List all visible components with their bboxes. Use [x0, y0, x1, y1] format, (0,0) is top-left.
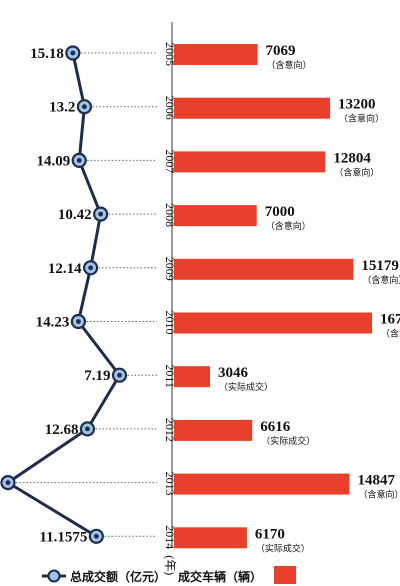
legend-line-marker	[47, 569, 61, 583]
legend-bar-label: 成交车辆（辆）	[178, 569, 262, 584]
line-value-label-2010: 14.23	[36, 315, 70, 331]
line-value-label-2005: 15.18	[30, 46, 64, 62]
bar-value-label-2005: 7069	[266, 43, 296, 59]
bar-2008	[174, 205, 257, 227]
bar-value-label-2007: 12804	[333, 150, 371, 166]
line-series-path	[5, 52, 122, 538]
bar-note-2011: （实际成交）	[219, 381, 273, 393]
bar-value-label-2013: 14847	[358, 473, 396, 489]
bar-value-label-2006: 13200	[338, 97, 376, 113]
year-label-2007: 2007	[163, 149, 177, 173]
line-value-label-2008: 10.42	[58, 207, 92, 223]
bar-value-label-2010: 16750	[380, 312, 400, 328]
year-labels: 2005 2006 2007 2008 2009 2010 2011 2012 2013 2014	[163, 42, 177, 549]
bar-2014	[174, 527, 247, 549]
line-point-core-2013	[5, 480, 11, 485]
guide-lines	[15, 52, 157, 537]
bar-note-2006: （含意向）	[339, 113, 384, 125]
bar-note-2013: （含意向）	[359, 489, 400, 501]
line-point-core-2007	[76, 158, 82, 163]
bar-2012	[174, 419, 253, 441]
bar-series: 7069（含意向）13200（含意向）12804（含意向）7000（含意向）15…	[174, 43, 400, 554]
year-unit-label: (年)	[163, 555, 177, 575]
line-value-label-2006: 13.2	[49, 100, 75, 116]
line-value-label-2009: 12.14	[48, 261, 82, 277]
bar-2009	[174, 258, 354, 280]
bar-2006	[174, 97, 331, 119]
legend: 总成交额（亿元） 成交车辆（辆）	[42, 566, 296, 584]
line-point-core-2012	[85, 426, 90, 432]
bar-value-label-2011: 3046	[218, 365, 249, 381]
bar-note-2005: （含意向）	[267, 59, 312, 71]
line-point-core-2011	[117, 372, 122, 378]
year-label-2009: 2009	[163, 257, 177, 281]
bar-value-label-2012: 6616	[260, 419, 291, 435]
year-label-2011: 2011	[163, 364, 177, 388]
bar-note-2009: （含意向）	[362, 274, 400, 286]
line-value-label-2007: 14.09	[36, 153, 70, 169]
bar-2011	[174, 366, 211, 388]
bar-note-2012: （实际成交）	[261, 435, 315, 447]
bar-2005	[174, 44, 258, 65]
line-series-points: 15.1813.214.0910.4212.1414.237.1912.6826…	[0, 45, 128, 545]
year-label-2008: 2008	[163, 203, 177, 227]
bar-value-label-2009: 15179	[361, 258, 399, 274]
line-value-label-2011: 7.19	[84, 368, 110, 384]
year-label-2006: 2006	[163, 96, 177, 120]
year-label-2005: 2005	[163, 42, 177, 66]
bar-2007	[174, 151, 326, 173]
bar-2013	[174, 473, 350, 495]
bar-note-2007: （含意向）	[334, 166, 379, 178]
bar-2010	[174, 312, 372, 334]
line-point-core-2009	[88, 265, 94, 271]
year-label-2012: 2012	[163, 418, 177, 442]
line-point-core-2014	[93, 533, 99, 539]
line-point-core-2006	[82, 104, 87, 110]
line-point-core-2010	[75, 319, 81, 324]
legend-line-label: 总成交额（亿元）	[70, 569, 166, 584]
year-label-2013: 2013	[163, 472, 177, 496]
bar-note-2014: （实际成交）	[256, 542, 310, 554]
line-point-core-2008	[98, 211, 104, 217]
bar-value-label-2014: 6170	[255, 526, 285, 542]
line-point-core-2005	[70, 50, 76, 56]
bar-value-label-2008: 7000	[265, 204, 295, 220]
year-label-2010: 2010	[163, 311, 177, 335]
line-value-label-2012: 12.68	[45, 422, 79, 438]
bar-note-2010: （含意向）	[381, 328, 400, 340]
year-label-2014: 2014	[163, 525, 177, 549]
line-value-label-2014: 11.1575	[39, 529, 87, 545]
bar-note-2008: （含意向）	[266, 220, 311, 232]
legend-bar-swatch	[274, 566, 296, 584]
